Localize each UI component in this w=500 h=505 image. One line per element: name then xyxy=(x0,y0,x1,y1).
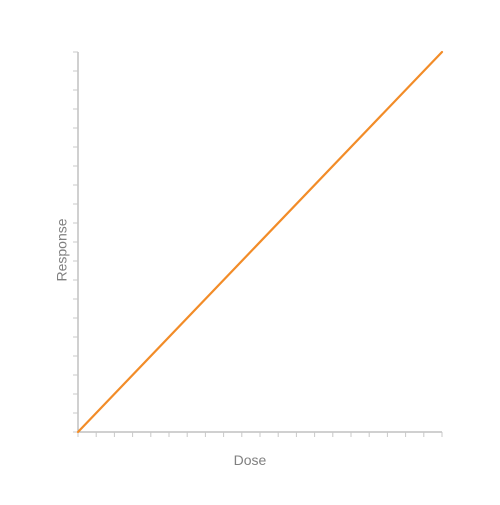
x-axis-label: Dose xyxy=(234,452,267,468)
chart-svg xyxy=(0,0,500,500)
dose-response-chart: Response Dose xyxy=(0,0,500,500)
y-axis-label: Response xyxy=(54,218,70,281)
